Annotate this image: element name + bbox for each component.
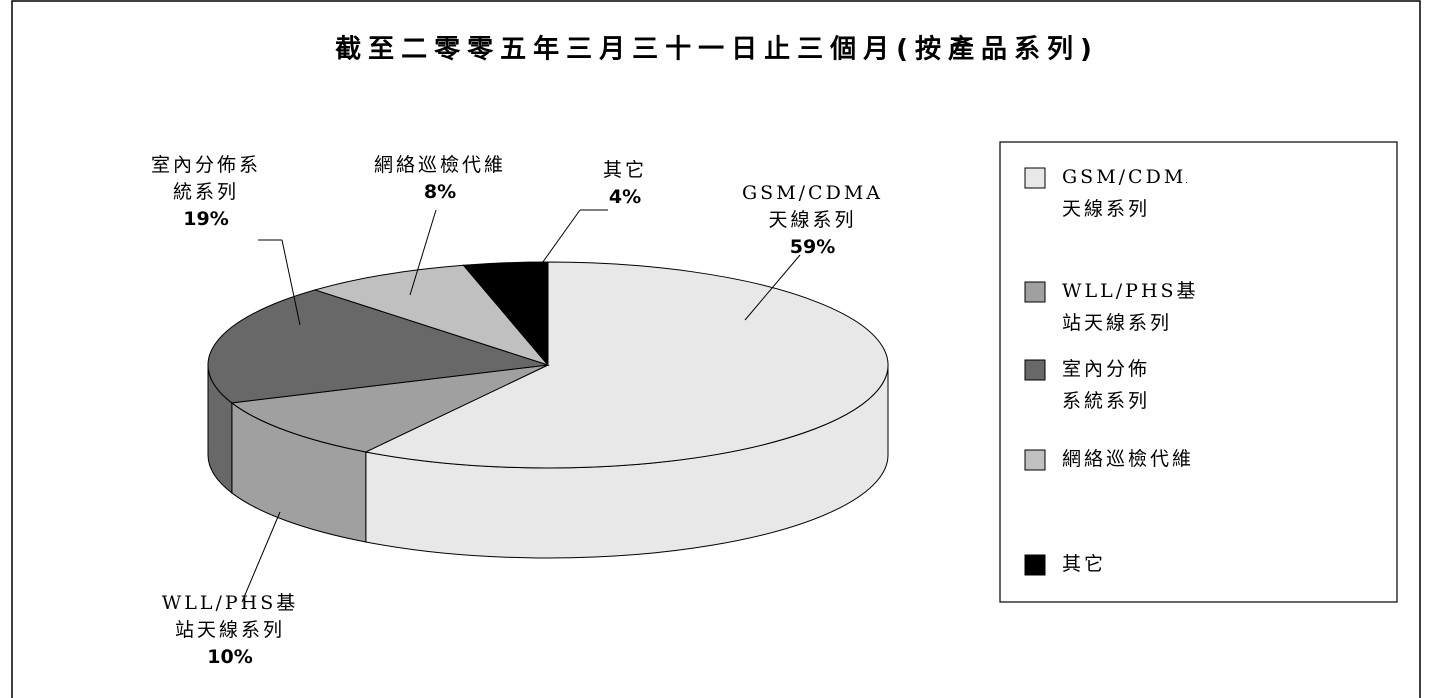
- label: 其它 4%: [590, 157, 660, 211]
- legend-swatch: [1024, 554, 1046, 576]
- leader-line: [409, 209, 437, 296]
- slice-value: 4%: [608, 186, 642, 208]
- legend-swatch: [1024, 281, 1046, 303]
- legend-swatch: [1024, 359, 1046, 381]
- label: 網絡巡檢代維 8%: [360, 152, 520, 206]
- legend-box: [999, 141, 1398, 603]
- slice-label: 其它: [602, 159, 647, 181]
- legend-label: GSM/CDMA天線系列: [1062, 166, 1187, 220]
- label: GSM/CDMA天線系列: [1062, 161, 1187, 225]
- slice-value: 8%: [423, 181, 457, 203]
- legend-label: 室內分佈系統系列: [1062, 358, 1151, 412]
- pie-slice: [230, 364, 549, 453]
- label: 室內分佈系統系列: [1062, 353, 1162, 417]
- label: 室內分佈系統系列 19%: [150, 152, 262, 233]
- slice-label: 網絡巡檢代維: [373, 154, 506, 176]
- pie-slice: [207, 289, 549, 404]
- legend-swatch: [1024, 449, 1046, 471]
- chart-title: 截至二零零五年三月三十一日止三個月(按產品系列): [335, 34, 1099, 65]
- slice-label: 室內分佈系統系列: [150, 154, 261, 203]
- slice-label: WLL/PHS基站天線系列: [161, 592, 299, 641]
- pie-slice: [313, 264, 550, 367]
- label-box: GSM/CDMA天線系列 59%: [740, 180, 885, 261]
- legend-swatch: [1024, 167, 1046, 189]
- label-box: 網絡巡檢代維: [1062, 443, 1262, 475]
- leader-line: [539, 209, 581, 267]
- label-box: 其它: [1062, 548, 1262, 580]
- label-box: WLL/PHS基站天線系列: [1062, 275, 1202, 339]
- legend-label: WLL/PHS基站天線系列: [1062, 280, 1199, 334]
- leader-line: [241, 511, 281, 603]
- legend-label: 其它: [1062, 553, 1107, 575]
- slice-value: 59%: [789, 236, 836, 258]
- leader-line: [281, 239, 301, 326]
- label: WLL/PHS基站天線系列: [1062, 275, 1202, 339]
- pie-slice: [364, 261, 889, 469]
- label-box: 網絡巡檢代維 8%: [360, 152, 520, 206]
- legend-label: 網絡巡檢代維: [1062, 448, 1195, 470]
- pie-slice: [462, 261, 549, 367]
- label-box: 室內分佈系統系列: [1062, 353, 1162, 417]
- label-box: 其它 4%: [590, 157, 660, 211]
- label: WLL/PHS基站天線系列 10%: [160, 590, 300, 671]
- label-box: 室內分佈系統系列 19%: [150, 152, 262, 233]
- slice-label: GSM/CDMA天線系列: [742, 182, 883, 231]
- label: 其它: [1062, 548, 1262, 580]
- label-box: GSM/CDMA天線系列: [1062, 161, 1187, 225]
- label: 網絡巡檢代維: [1062, 443, 1262, 475]
- label-box: WLL/PHS基站天線系列 10%: [160, 590, 300, 671]
- leader-line: [744, 254, 801, 321]
- slice-value: 19%: [183, 208, 229, 230]
- slice-value: 10%: [207, 646, 253, 668]
- label: GSM/CDMA天線系列 59%: [740, 180, 885, 261]
